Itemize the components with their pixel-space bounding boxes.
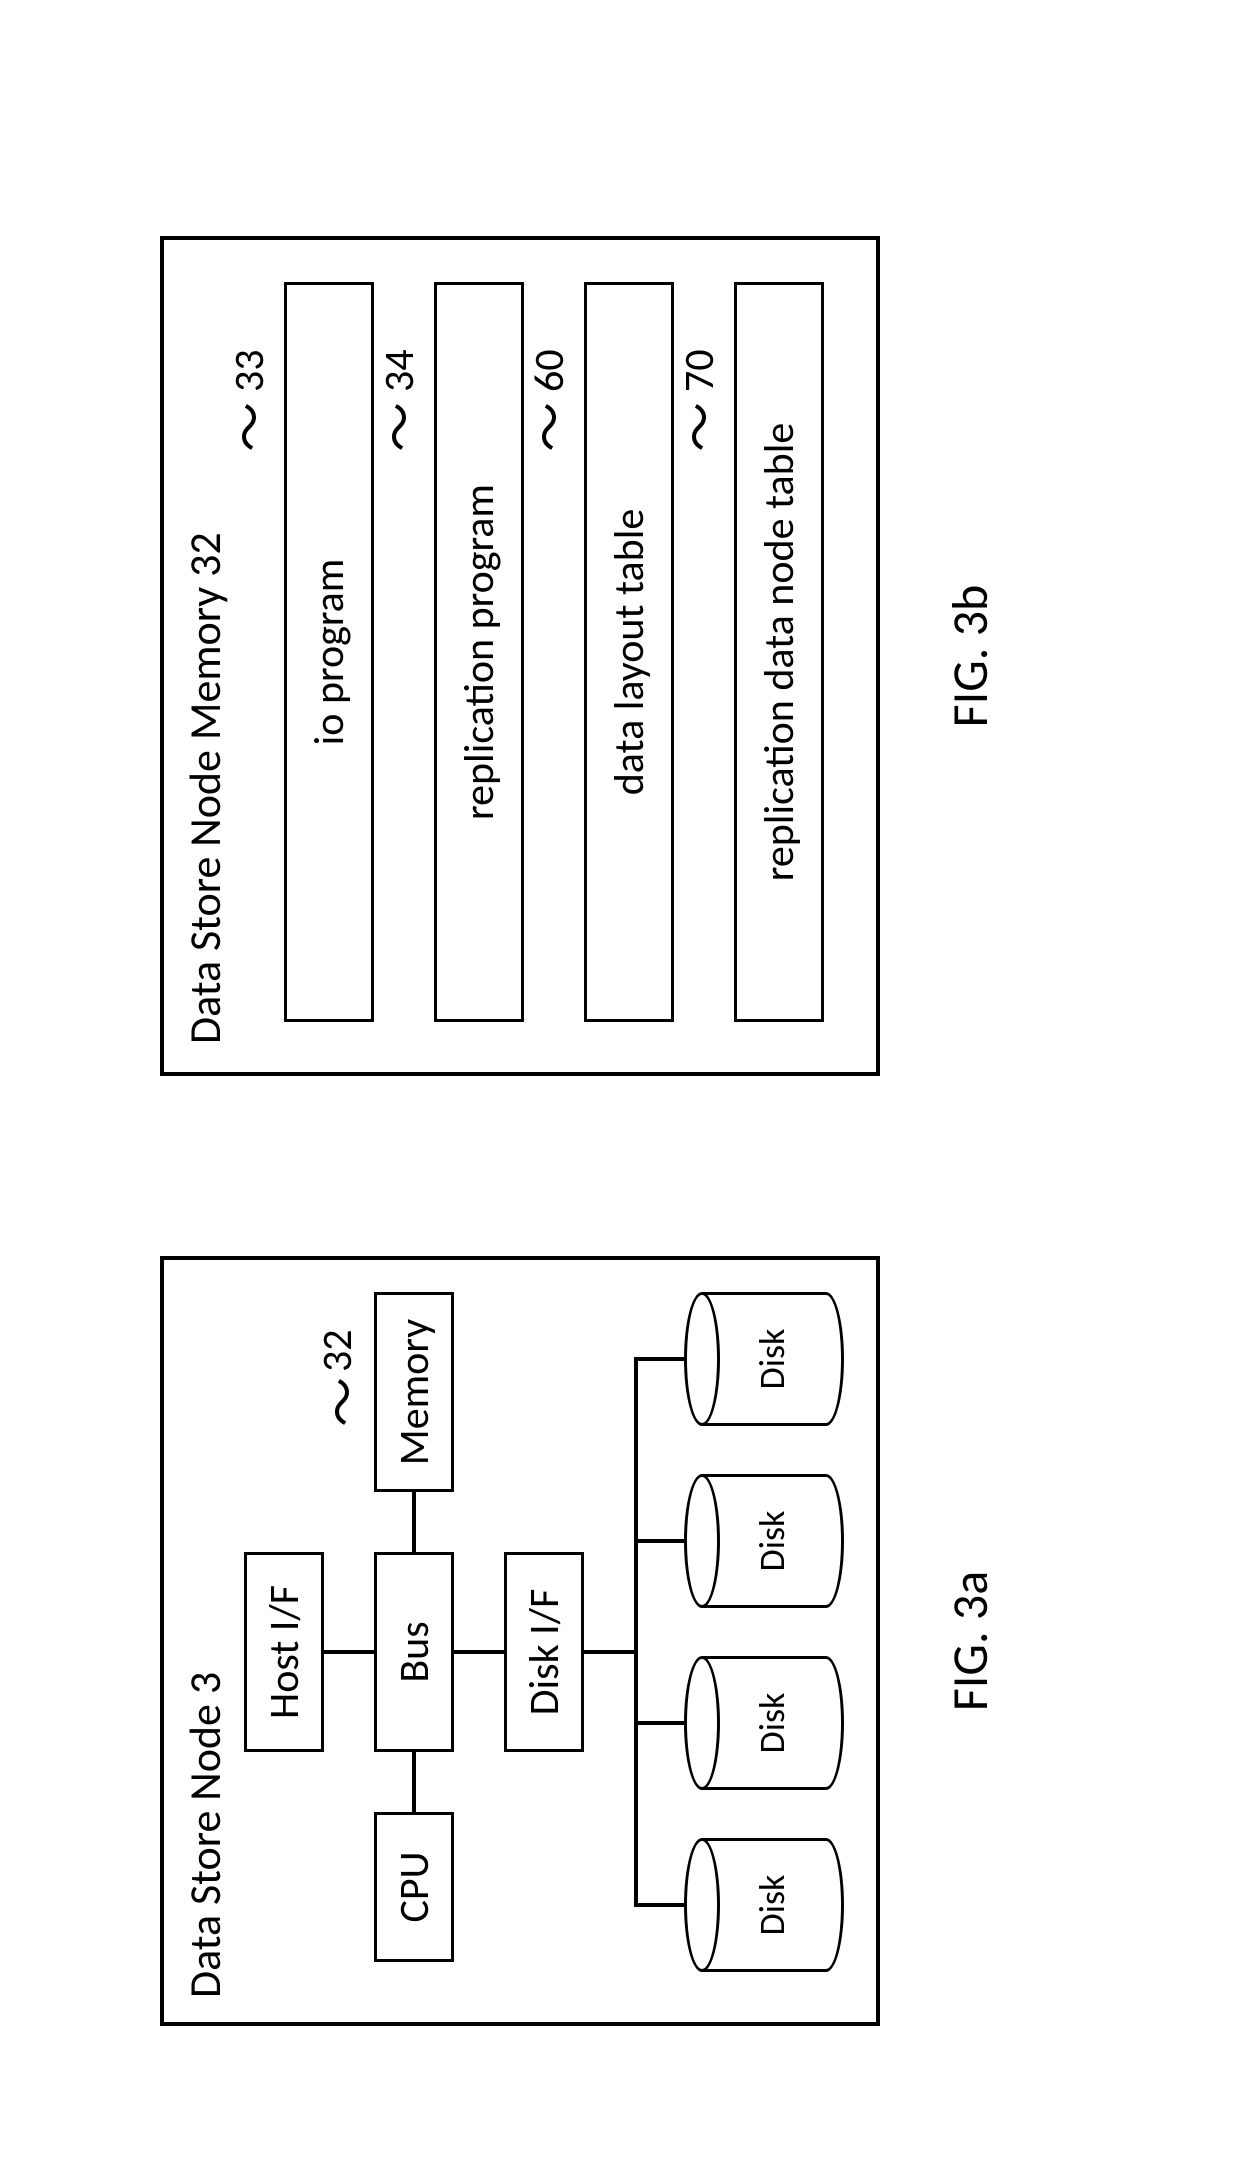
disk-4-label: Disk [750,1329,794,1390]
line-disk-bus-h [634,1357,638,1907]
item-2-squiggle: 〜 [539,402,564,452]
fig3a-caption: FIG. 3a [940,1256,1001,2026]
cpu-label: CPU [389,1851,440,1922]
line-diskif-down [584,1650,634,1654]
item-replication-program: replication program [434,282,524,1022]
cpu-block: CPU [374,1812,454,1962]
figure-3b: Data Store Node Memory 32 io program 〜 3… [160,236,1060,1076]
item-1-ref: 34 [374,349,425,392]
disk-2: Disk [684,1656,844,1790]
item-io-program-label: io program [304,559,355,746]
line-bus-memory [412,1492,416,1552]
line-cpu-bus [412,1752,416,1812]
disk-2-label: Disk [750,1693,794,1754]
fig3b-caption: FIG. 3b [940,236,1001,1076]
line-host-bus [324,1650,374,1654]
memory-label: Memory [389,1319,440,1465]
item-replication-program-label: replication program [454,484,505,820]
line-bus-diskif [454,1650,504,1654]
disk-4: Disk [684,1292,844,1426]
memory-ref: 32 [312,1329,363,1372]
disk-3: Disk [684,1474,844,1608]
fig3b-outer-box: Data Store Node Memory 32 io program 〜 3… [160,236,880,1076]
disk-if-label: Disk I/F [519,1589,570,1716]
line-disk-drop-2 [634,1721,684,1725]
fig3a-title: Data Store Node 3 [178,1672,232,1998]
item-3-squiggle: 〜 [689,402,714,452]
line-disk-drop-1 [634,1903,684,1907]
item-0-squiggle: 〜 [239,402,264,452]
memory-ref-squiggle: 〜 [332,1377,357,1427]
memory-block: Memory [374,1292,454,1492]
item-data-layout-table: data layout table [584,282,674,1022]
host-if-label: Host I/F [259,1585,310,1719]
item-replication-data-node-table: replication data node table [734,282,824,1022]
disk-1-label: Disk [750,1875,794,1936]
item-io-program: io program [284,282,374,1022]
item-2-ref: 60 [524,349,575,392]
line-disk-drop-4 [634,1357,684,1361]
item-1-squiggle: 〜 [389,402,414,452]
disk-if-block: Disk I/F [504,1552,584,1752]
bus-block: Bus [374,1552,454,1752]
item-replication-data-node-table-label: replication data node table [754,423,805,882]
disk-3-label: Disk [750,1511,794,1572]
bus-label: Bus [389,1621,440,1682]
item-data-layout-table-label: data layout table [604,509,655,796]
item-0-ref: 33 [224,349,275,392]
host-if-block: Host I/F [244,1552,324,1752]
figure-3a: Data Store Node 3 Host I/F CPU Bus Memor… [160,1256,1060,2026]
fig3b-title: Data Store Node Memory 32 [178,532,232,1044]
line-disk-drop-3 [634,1539,684,1543]
disk-1: Disk [684,1838,844,1972]
fig3a-outer-box: Data Store Node 3 Host I/F CPU Bus Memor… [160,1256,880,2026]
item-3-ref: 70 [674,349,725,392]
